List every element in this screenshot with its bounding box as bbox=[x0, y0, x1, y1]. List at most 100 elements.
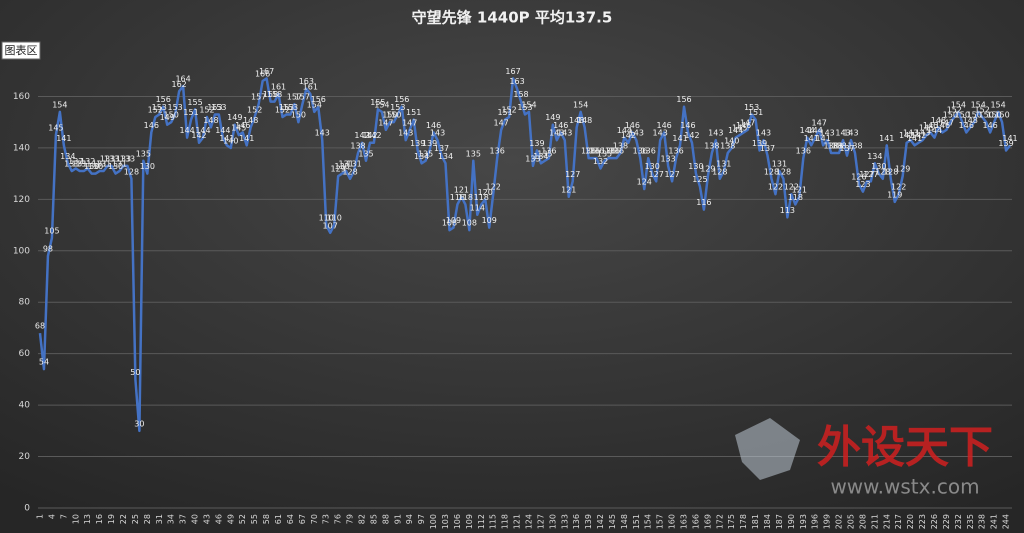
data-label: 150 bbox=[386, 111, 401, 120]
data-label: 108 bbox=[442, 219, 457, 228]
data-label: 146 bbox=[235, 121, 250, 130]
x-tick-label: 154 bbox=[644, 514, 653, 529]
x-tick-label: 1 bbox=[35, 514, 44, 519]
data-label: 54 bbox=[39, 358, 49, 367]
x-tick-label: 16 bbox=[95, 514, 104, 524]
data-label: 163 bbox=[299, 77, 314, 86]
data-label: 147 bbox=[740, 118, 755, 127]
data-label: 154 bbox=[971, 100, 986, 109]
data-label: 146 bbox=[657, 121, 672, 130]
x-tick-label: 217 bbox=[894, 514, 903, 529]
data-label: 142 bbox=[684, 131, 699, 140]
data-label: 146 bbox=[625, 121, 640, 130]
x-tick-label: 64 bbox=[286, 514, 295, 524]
data-label: 121 bbox=[561, 185, 576, 194]
data-label: 133 bbox=[100, 154, 115, 163]
data-label: 146 bbox=[553, 121, 568, 130]
data-label: 136 bbox=[605, 147, 620, 156]
data-label: 136 bbox=[609, 147, 624, 156]
data-label: 98 bbox=[43, 244, 53, 253]
x-tick-label: 52 bbox=[238, 514, 247, 524]
data-label: 127 bbox=[649, 170, 664, 179]
data-label: 141 bbox=[672, 134, 687, 143]
data-label: 154 bbox=[521, 100, 536, 109]
watermark: 外设天下 www.wstx.com bbox=[735, 418, 993, 499]
data-label: 155 bbox=[187, 98, 202, 107]
x-tick-label: 82 bbox=[358, 514, 367, 524]
watermark-url: www.wstx.com bbox=[830, 475, 979, 499]
data-label: 152 bbox=[275, 106, 290, 115]
data-label: 125 bbox=[692, 175, 707, 184]
data-label: 139 bbox=[752, 139, 767, 148]
data-label: 135 bbox=[597, 149, 612, 158]
x-tick-label: 73 bbox=[322, 514, 331, 524]
data-label: 139 bbox=[998, 139, 1013, 148]
data-label: 148 bbox=[577, 116, 592, 125]
data-label: 129 bbox=[331, 165, 346, 174]
data-label: 138 bbox=[831, 142, 846, 151]
x-tick-label: 115 bbox=[489, 514, 498, 529]
data-label: 141 bbox=[219, 134, 234, 143]
data-label: 150 bbox=[979, 111, 994, 120]
x-tick-label: 178 bbox=[739, 514, 748, 529]
data-label: 109 bbox=[446, 216, 461, 225]
data-label: 133 bbox=[116, 154, 131, 163]
data-label: 141 bbox=[1002, 134, 1017, 143]
watermark-brand: 外设天下 bbox=[817, 422, 993, 473]
data-label: 158 bbox=[263, 90, 278, 99]
data-label: 110 bbox=[319, 214, 334, 223]
series-line bbox=[38, 77, 1011, 433]
data-label: 130 bbox=[88, 162, 103, 171]
data-label: 151 bbox=[497, 108, 512, 117]
data-label: 107 bbox=[323, 221, 338, 230]
data-label: 144 bbox=[617, 126, 632, 135]
data-label: 118 bbox=[474, 193, 489, 202]
data-label: 142 bbox=[911, 131, 926, 140]
data-label: 119 bbox=[887, 190, 902, 199]
x-tick-label: 133 bbox=[560, 514, 569, 529]
data-label: 147 bbox=[378, 118, 393, 127]
x-tick-label: 13 bbox=[83, 514, 92, 524]
data-label: 118 bbox=[458, 193, 473, 202]
data-label: 143 bbox=[430, 129, 445, 138]
x-tick-label: 235 bbox=[966, 514, 975, 529]
data-label: 131 bbox=[716, 160, 731, 169]
data-label: 30 bbox=[134, 419, 144, 428]
data-label: 156 bbox=[311, 95, 326, 104]
tooltip-box bbox=[1, 41, 41, 60]
data-label: 152 bbox=[148, 106, 163, 115]
x-tick-label: 175 bbox=[727, 514, 736, 529]
x-tick-label: 163 bbox=[680, 514, 689, 529]
data-label: 153 bbox=[211, 103, 226, 112]
data-label: 131 bbox=[92, 160, 107, 169]
data-label: 162 bbox=[171, 80, 186, 89]
x-tick-label: 103 bbox=[441, 514, 450, 529]
y-tick-label: 20 bbox=[19, 452, 31, 462]
data-label: 128 bbox=[776, 167, 791, 176]
data-label: 144 bbox=[728, 126, 743, 135]
data-label: 140 bbox=[223, 136, 238, 145]
data-label: 145 bbox=[919, 124, 934, 133]
data-label: 123 bbox=[855, 180, 870, 189]
data-label: 150 bbox=[943, 111, 958, 120]
x-tick-label: 169 bbox=[703, 514, 712, 529]
data-label: 127 bbox=[863, 170, 878, 179]
x-tick-label: 136 bbox=[572, 514, 581, 529]
x-tick-label: 166 bbox=[691, 514, 700, 529]
data-label: 134 bbox=[533, 152, 548, 161]
data-label: 122 bbox=[891, 183, 906, 192]
data-label: 139 bbox=[410, 139, 425, 148]
data-label: 150 bbox=[291, 111, 306, 120]
y-tick-label: 80 bbox=[19, 298, 31, 308]
data-label: 135 bbox=[537, 149, 552, 158]
x-tick-label: 238 bbox=[978, 514, 987, 529]
data-label: 149 bbox=[227, 113, 242, 122]
x-tick-label: 109 bbox=[465, 514, 474, 529]
data-label: 154 bbox=[307, 100, 322, 109]
x-tick-label: 202 bbox=[835, 514, 844, 529]
data-label: 136 bbox=[589, 147, 604, 156]
data-label: 167 bbox=[505, 67, 520, 76]
data-label: 156 bbox=[394, 95, 409, 104]
data-label: 146 bbox=[923, 121, 938, 130]
data-label: 131 bbox=[772, 160, 787, 169]
